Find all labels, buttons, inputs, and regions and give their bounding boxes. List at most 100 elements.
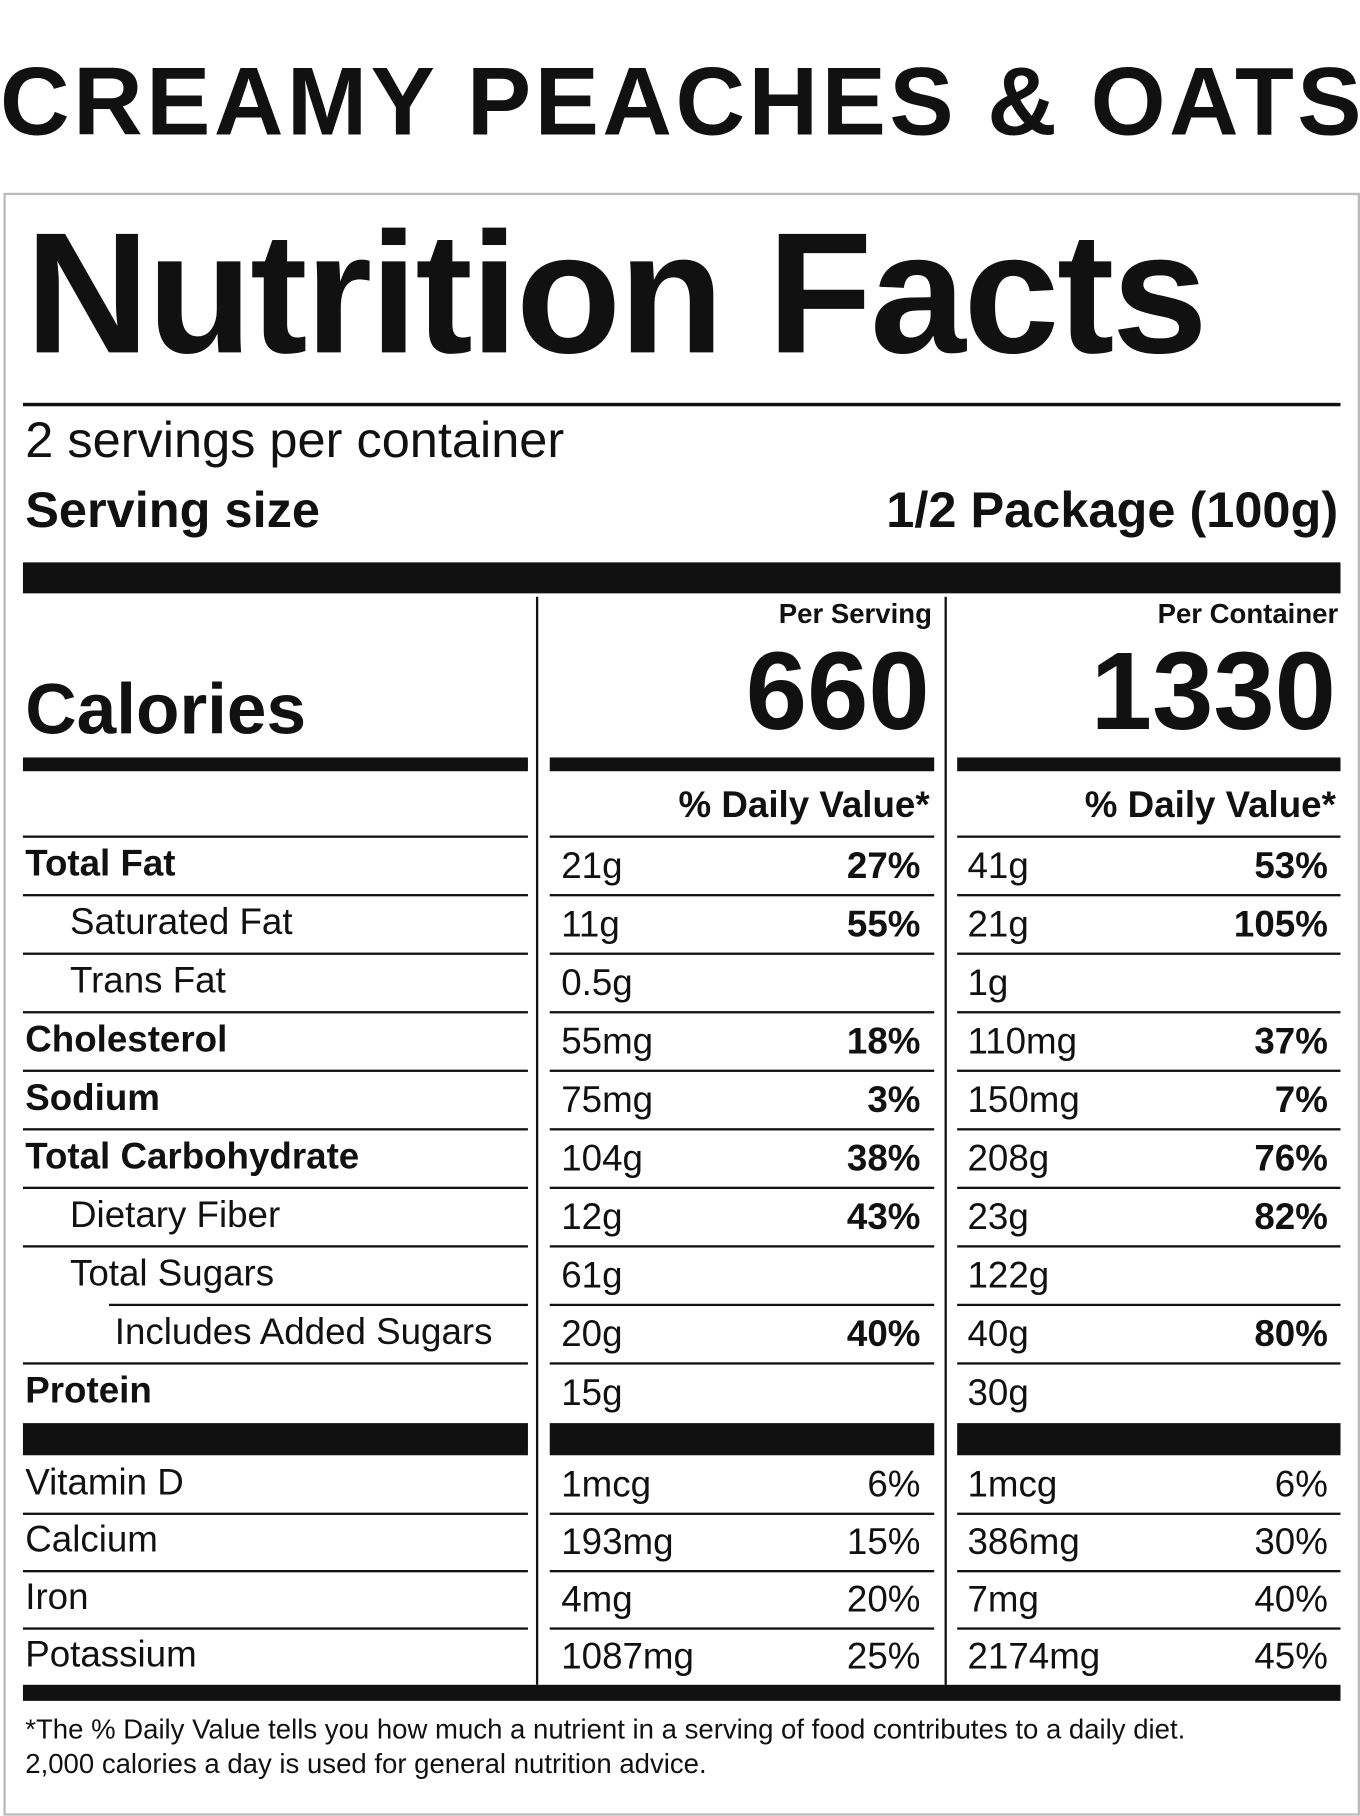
daily-value: 15% xyxy=(846,1521,921,1563)
row-rule xyxy=(549,1303,935,1307)
daily-value: 40% xyxy=(1254,1578,1328,1620)
row-rule xyxy=(957,1245,1341,1248)
amount: 2174mg xyxy=(967,1635,1101,1678)
amount: 15g xyxy=(561,1371,623,1414)
row-rule xyxy=(549,1512,935,1515)
amount: 386mg xyxy=(967,1521,1080,1563)
column-divider xyxy=(944,596,947,1685)
row-rule xyxy=(549,835,935,838)
vitamin-name: Potassium xyxy=(25,1633,197,1675)
row-rule xyxy=(957,1069,1341,1072)
amount: 75mg xyxy=(561,1079,654,1121)
amount: 61g xyxy=(561,1254,623,1297)
daily-value: 40% xyxy=(846,1313,921,1355)
nutrient-name: Sodium xyxy=(25,1076,160,1119)
amount: 1087mg xyxy=(561,1635,694,1678)
row-rule xyxy=(549,952,935,955)
serving-size: 1/2 Package (100g) xyxy=(886,481,1339,539)
amount: 122g xyxy=(967,1254,1050,1297)
thick-rule xyxy=(549,757,935,772)
amount: 104g xyxy=(561,1137,643,1180)
amount: 150mg xyxy=(967,1079,1080,1121)
amount: 23g xyxy=(967,1196,1029,1238)
vitamin-name: Iron xyxy=(25,1576,89,1618)
nutrient-name: Includes Added Sugars xyxy=(114,1311,493,1353)
row-rule xyxy=(549,1627,935,1630)
nutrient-name: Saturated Fat xyxy=(70,901,293,943)
thick-rule xyxy=(957,1423,1341,1456)
row-rule xyxy=(549,1570,935,1573)
row-rule xyxy=(22,1362,528,1365)
row-rule xyxy=(957,894,1341,897)
daily-value: 38% xyxy=(846,1137,921,1180)
daily-value: 20% xyxy=(846,1578,921,1620)
daily-value: 25% xyxy=(846,1635,921,1678)
row-rule xyxy=(549,1069,935,1072)
amount: 21g xyxy=(967,903,1029,945)
daily-value: 27% xyxy=(846,845,921,887)
daily-value: 53% xyxy=(1254,845,1328,887)
row-rule xyxy=(957,1512,1341,1515)
row-rule xyxy=(957,1570,1341,1573)
daily-value: 18% xyxy=(846,1020,921,1063)
footnote: 2,000 calories a day is used for general… xyxy=(25,1748,707,1780)
amount: 11g xyxy=(561,903,620,945)
thick-rule xyxy=(22,757,528,772)
amount: 110mg xyxy=(967,1020,1078,1063)
thick-rule xyxy=(22,1684,1341,1701)
row-rule xyxy=(549,1128,935,1131)
nutrient-name: Total Fat xyxy=(25,842,176,885)
amount: 41g xyxy=(967,845,1029,887)
amount: 30g xyxy=(967,1371,1029,1414)
daily-value: 105% xyxy=(1233,903,1328,945)
daily-value: 3% xyxy=(867,1079,921,1121)
amount: 40g xyxy=(967,1313,1029,1355)
amount: 1mcg xyxy=(967,1463,1058,1506)
row-rule xyxy=(22,952,528,955)
dv-heading: % Daily Value* xyxy=(1084,784,1336,826)
amount: 55mg xyxy=(561,1020,654,1063)
amount: 4mg xyxy=(561,1578,633,1620)
daily-value: 55% xyxy=(846,903,921,945)
column-heading: Per Serving xyxy=(778,598,932,630)
calories-label: Calories xyxy=(25,670,307,750)
row-rule xyxy=(549,1186,935,1189)
daily-value: 82% xyxy=(1254,1196,1328,1238)
nutrient-name: Protein xyxy=(25,1369,152,1411)
thick-rule xyxy=(549,1423,935,1456)
footnote: *The % Daily Value tells you how much a … xyxy=(25,1714,1186,1746)
rule xyxy=(22,402,1341,407)
column-heading: Per Container xyxy=(1157,598,1339,630)
label-title: Nutrition Facts xyxy=(25,195,1208,389)
column-divider xyxy=(535,596,539,1685)
row-rule xyxy=(957,1627,1341,1630)
amount: 193mg xyxy=(561,1521,674,1563)
daily-value: 7% xyxy=(1274,1079,1328,1121)
dv-heading: % Daily Value* xyxy=(678,784,930,826)
row-rule xyxy=(549,1362,935,1365)
nutrient-name: Total Carbohydrate xyxy=(25,1135,360,1177)
thick-rule xyxy=(957,757,1341,772)
calories-value: 1330 xyxy=(1090,630,1336,754)
daily-value: 30% xyxy=(1254,1521,1328,1563)
amount: 1g xyxy=(967,962,1009,1004)
daily-value: 45% xyxy=(1254,1635,1328,1678)
nutrient-name: Total Sugars xyxy=(70,1252,275,1294)
row-rule xyxy=(109,1303,528,1307)
daily-value: 43% xyxy=(846,1196,921,1238)
row-rule xyxy=(22,1186,528,1189)
row-rule xyxy=(549,1245,935,1248)
amount: 208g xyxy=(967,1137,1050,1180)
amount: 1mcg xyxy=(561,1463,652,1506)
row-rule xyxy=(957,1011,1341,1014)
daily-value: 6% xyxy=(867,1463,921,1506)
row-rule xyxy=(22,1011,528,1014)
row-rule xyxy=(957,1186,1341,1189)
row-rule xyxy=(22,1069,528,1072)
serving-size-label: Serving size xyxy=(25,481,320,539)
row-rule xyxy=(22,1627,528,1630)
amount: 7mg xyxy=(967,1578,1039,1620)
vitamin-name: Calcium xyxy=(25,1518,158,1561)
daily-value: 80% xyxy=(1254,1313,1328,1355)
